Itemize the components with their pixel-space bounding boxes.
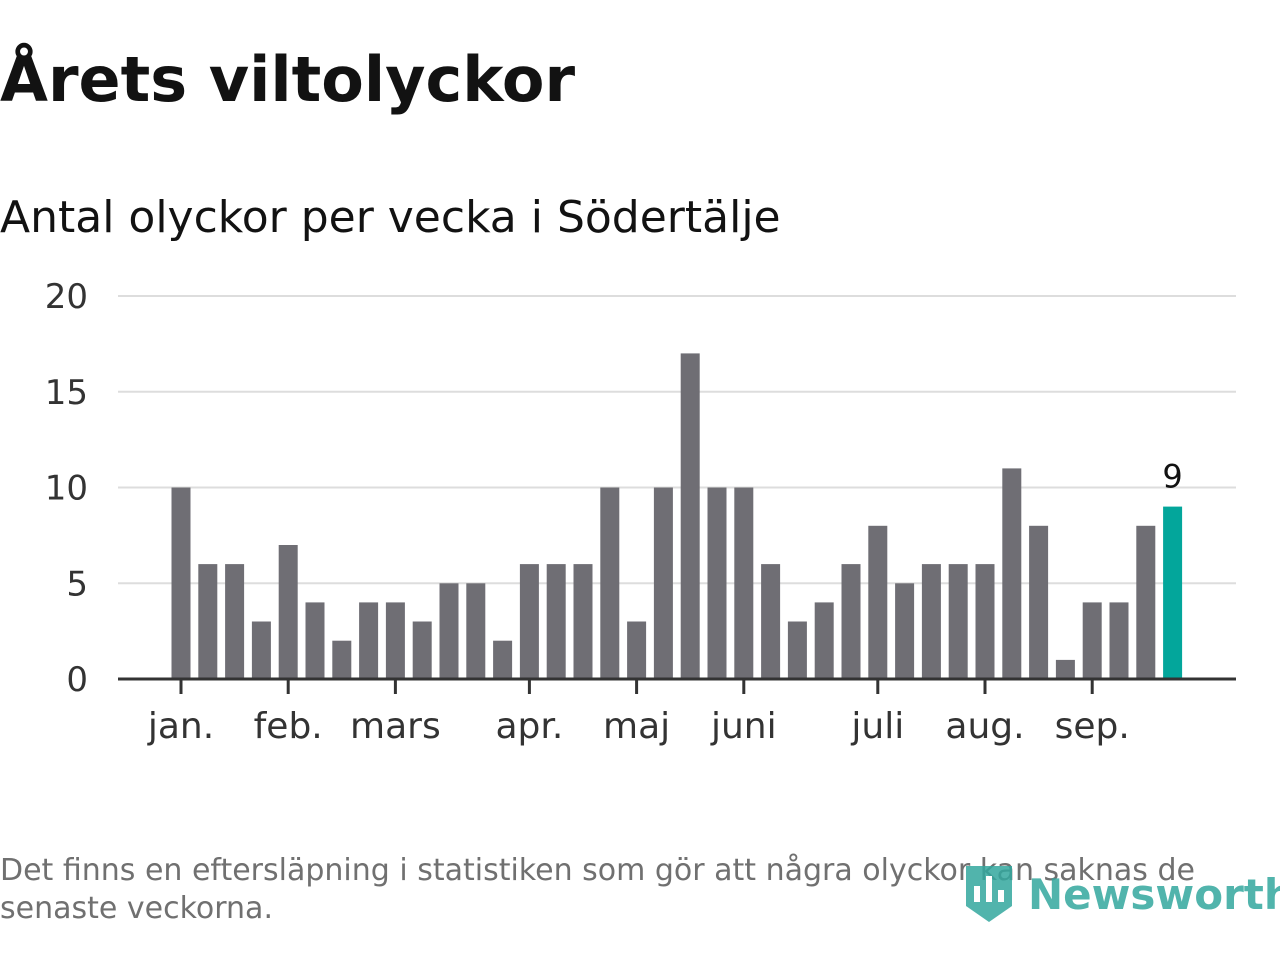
y-tick-label: 5 (66, 564, 88, 604)
y-tick-label: 20 (45, 277, 88, 317)
chart-subtitle: Antal olyckor per vecka i Södertälje (0, 192, 781, 243)
bar (627, 621, 647, 679)
bar (975, 564, 995, 679)
grid-lines (118, 295, 1236, 585)
x-tick-label: mars (350, 706, 441, 747)
bar (707, 487, 727, 679)
bar (921, 564, 941, 679)
bar (225, 564, 245, 679)
bar (171, 487, 191, 679)
x-tick-label: aug. (945, 706, 1024, 747)
bar-highlight (1163, 506, 1183, 679)
bar (814, 602, 834, 679)
x-tick-label: jan. (147, 706, 214, 747)
bar (305, 602, 325, 679)
bar (895, 583, 915, 680)
bar (1002, 468, 1022, 679)
bars (171, 353, 1183, 680)
y-tick-label: 0 (66, 660, 88, 700)
bar (1029, 525, 1049, 679)
bar (359, 602, 379, 679)
bar (573, 564, 593, 679)
bar (868, 525, 888, 679)
bar (385, 602, 405, 679)
bar (761, 564, 781, 679)
x-axis-ticks: jan. feb. mars apr. maj juni juli aug. sep. (147, 679, 1130, 747)
x-tick-label: juni (710, 706, 777, 747)
y-tick-label: 15 (45, 373, 88, 413)
page-title: Årets viltolyckor (0, 43, 576, 116)
y-axis-ticks: 0 5 10 15 20 (45, 277, 88, 700)
bar (787, 621, 807, 679)
bar (1109, 602, 1129, 679)
bar (734, 487, 754, 679)
bar (332, 640, 352, 679)
bar (251, 621, 271, 679)
data-labels: 9 (1162, 458, 1182, 496)
bar (439, 583, 459, 680)
x-tick-label: juli (850, 706, 904, 747)
bar (653, 487, 673, 679)
newsworthy-logo-icon (966, 866, 1012, 922)
bar (466, 583, 486, 680)
bar (680, 353, 700, 679)
bar (198, 564, 218, 679)
data-label: 9 (1162, 458, 1182, 496)
bar-chart: 0 5 10 15 20 jan. feb. mars apr. maj juni juli aug.… (45, 277, 1236, 747)
newsworthy-logo[interactable]: Newsworthy (962, 862, 1280, 926)
brand-name: Newsworthy (1028, 869, 1280, 919)
bar (519, 564, 539, 679)
bar (1055, 659, 1075, 679)
bar (1136, 525, 1156, 679)
bar (493, 640, 513, 679)
x-tick-label: feb. (254, 706, 323, 747)
bar (278, 545, 298, 679)
bar (600, 487, 620, 679)
bar (546, 564, 566, 679)
y-tick-label: 10 (45, 469, 88, 509)
bar (412, 621, 432, 679)
bar (841, 564, 861, 679)
x-tick-label: sep. (1055, 706, 1130, 747)
x-tick-label: apr. (495, 706, 563, 747)
x-tick-label: maj (603, 706, 670, 747)
bar (1082, 602, 1102, 679)
bar (948, 564, 968, 679)
